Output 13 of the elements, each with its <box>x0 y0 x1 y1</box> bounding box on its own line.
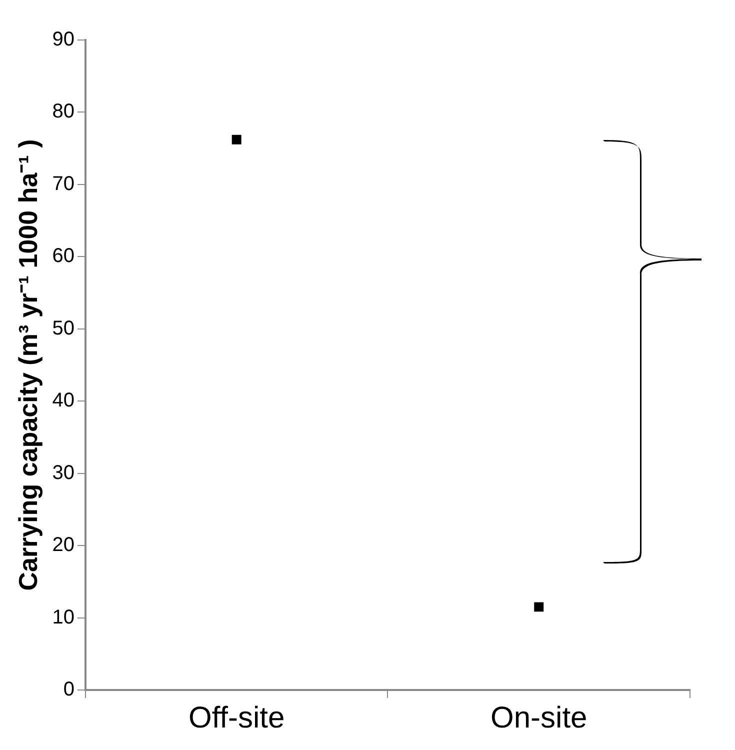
y-tick-label: 50 <box>52 317 74 340</box>
x-tick-label: On-site <box>490 701 588 734</box>
y-tick-label: 90 <box>52 28 74 51</box>
x-tick-label: Off-site <box>188 701 285 734</box>
y-axis-title: Carrying capacity (m³ yr⁻¹ 1000 ha⁻¹ ) <box>12 139 43 591</box>
y-tick-label: 80 <box>52 100 74 123</box>
y-tick-label: 70 <box>52 172 74 195</box>
y-tick-label: 0 <box>63 678 74 701</box>
y-tick-label: 40 <box>52 390 74 412</box>
y-tick-label: 60 <box>52 245 74 268</box>
y-tick-label: 10 <box>52 606 74 628</box>
y-tick-label: 20 <box>52 534 74 556</box>
y-tick-label: 30 <box>52 462 74 484</box>
